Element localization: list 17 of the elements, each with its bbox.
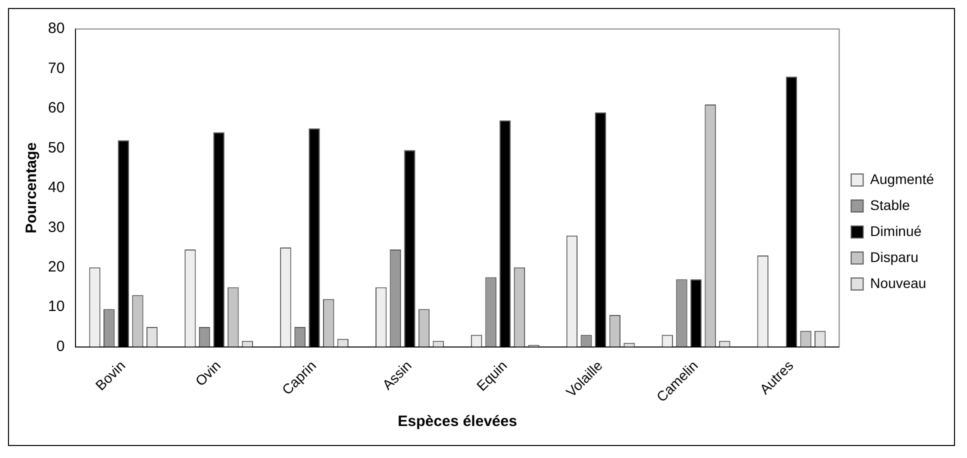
y-axis-title: Pourcentage — [23, 142, 40, 234]
y-tick-label: 10 — [48, 298, 65, 316]
y-tick-label: 40 — [48, 179, 65, 196]
legend-label: Diminué — [870, 222, 922, 239]
y-tick-label: 30 — [48, 218, 65, 236]
y-tick-label: 20 — [48, 258, 65, 276]
legend-label: Disparu — [870, 248, 918, 265]
y-tick-label: 60 — [48, 100, 65, 117]
y-tick-label: 50 — [48, 139, 65, 156]
x-tick-label: Ovin — [192, 357, 224, 389]
x-axis-title: Espèces élevées — [398, 413, 518, 430]
y-tick-label: 80 — [48, 20, 65, 38]
y-tick-label: 70 — [48, 60, 65, 77]
legend-label: Nouveau — [870, 274, 926, 291]
legend-label: Augmenté — [870, 170, 934, 187]
legend-label: Stable — [870, 196, 910, 213]
y-tick-label: 0 — [56, 338, 65, 355]
